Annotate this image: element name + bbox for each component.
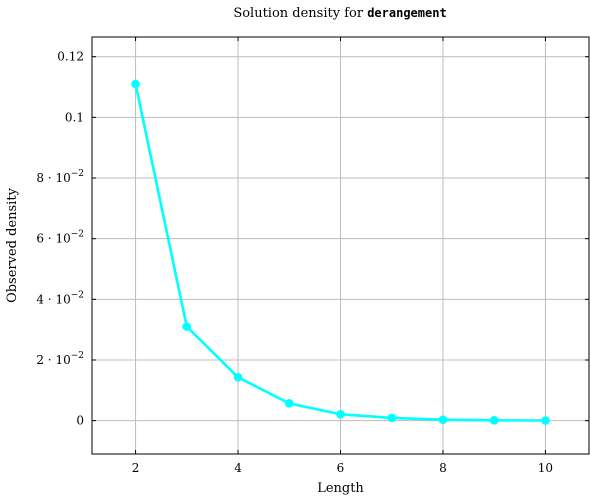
x-tick-label: 2: [132, 461, 140, 475]
y-tick-label: 6 · 10−2: [36, 230, 84, 246]
y-tick-label: 4 · 10−2: [36, 290, 84, 306]
y-tick-label: 8 · 10−2: [36, 169, 84, 185]
x-tick-label: 10: [538, 461, 553, 475]
data-point: [438, 415, 448, 425]
y-tick-exponent: −2: [71, 230, 84, 240]
data-point: [336, 409, 345, 419]
data-point: [541, 416, 550, 425]
x-tick-label: 4: [234, 461, 242, 475]
y-tick-mantissa: 0.1: [65, 110, 84, 124]
y-tick-exponent: −2: [71, 351, 84, 361]
y-tick-mantissa: 6 · 10: [36, 232, 70, 246]
data-point: [387, 413, 397, 423]
y-tick-exponent: −2: [71, 169, 84, 179]
chart-title: Solution density for derangement: [233, 6, 446, 21]
data-point: [284, 399, 294, 408]
y-tick-label: 0.12: [57, 50, 84, 64]
y-axis: 02 · 10−24 · 10−26 · 10−28 · 10−20.10.12: [36, 50, 589, 428]
y-tick-exponent: −2: [71, 290, 84, 300]
x-axis: 2 4 6 8 10: [132, 37, 553, 475]
grid-lines: [92, 37, 589, 454]
data-point: [182, 322, 192, 331]
data-point: [489, 416, 499, 425]
y-tick-label: 2 · 10−2: [36, 351, 84, 367]
y-tick-mantissa: 4 · 10: [36, 292, 70, 306]
y-axis-label: Observed density: [5, 187, 20, 302]
chart-title-text: Solution density for: [233, 6, 367, 21]
x-axis-label: Length: [317, 481, 364, 496]
chart-title-code: derangement: [367, 6, 446, 20]
y-tick-label: 0.1: [65, 110, 84, 124]
y-tick-mantissa: 0: [76, 414, 84, 428]
y-tick-mantissa: 0.12: [57, 50, 84, 64]
x-tick-label: 8: [439, 461, 447, 475]
data-point: [131, 79, 140, 89]
y-tick-mantissa: 2 · 10: [36, 353, 70, 367]
y-tick-mantissa: 8 · 10: [36, 171, 70, 185]
series-layer: [131, 79, 550, 425]
x-tick-label: 6: [337, 461, 345, 475]
y-tick-label: 0: [76, 414, 84, 428]
data-point: [233, 372, 243, 382]
